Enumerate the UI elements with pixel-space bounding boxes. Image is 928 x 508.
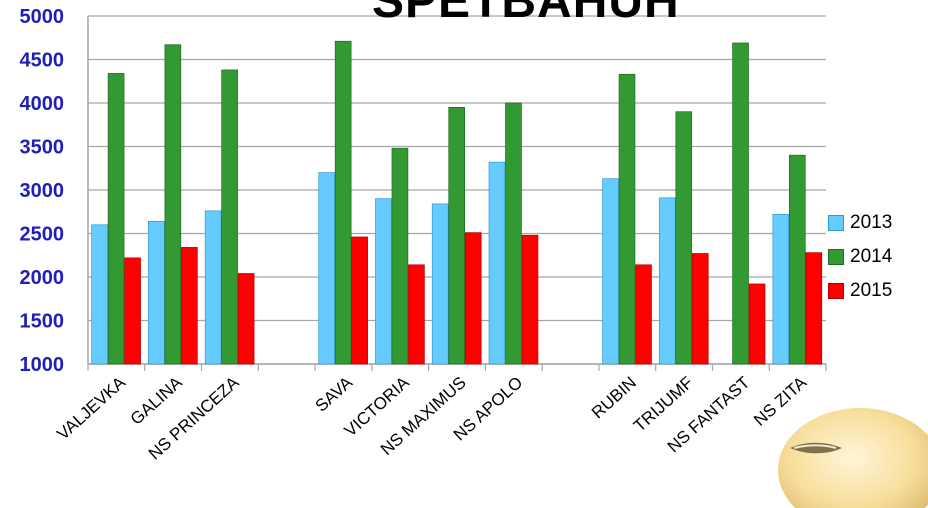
legend-item-2015: 2015: [828, 274, 892, 308]
bar-2014-sava: [334, 40, 352, 365]
bar-2013-ns-princeza: [204, 210, 222, 365]
bar-2013-ns-apolo: [488, 161, 506, 365]
bar-2015-victoria: [408, 264, 425, 365]
y-tick-label: 1000: [20, 354, 65, 376]
bar-2015-sava: [351, 236, 368, 365]
bar-2014-valjevka: [107, 73, 125, 365]
bar-2014-ns-maximus: [448, 106, 465, 365]
bar-2014-galina: [164, 44, 182, 365]
bar-2013-valjevka: [91, 224, 108, 365]
legend-swatch-2015: [828, 283, 844, 299]
legend-label-2015: 2015: [850, 280, 893, 301]
y-tick-label: 4500: [20, 50, 65, 72]
legend-item-2014: 2014: [828, 240, 892, 274]
chart-title: SPETBAHUH: [372, 0, 680, 28]
bar-2015-ns-apolo: [521, 234, 539, 365]
bar-2015-trijumf: [691, 253, 709, 365]
bar-2013-sava: [318, 172, 335, 365]
bar-2013-victoria: [375, 198, 392, 365]
y-tick-label: 4000: [20, 93, 65, 115]
bar-2013-rubin: [602, 178, 619, 365]
legend-swatch-2013: [828, 215, 844, 231]
legend-swatch-2014: [828, 249, 844, 265]
bar-2014-trijumf: [675, 111, 693, 365]
bar-2013-ns-zita: [772, 214, 790, 365]
legend-label-2014: 2014: [850, 246, 893, 267]
bar-2013-galina: [148, 220, 165, 365]
y-tick-label: 1500: [20, 311, 65, 333]
x-tick-label: VALJEVKA: [53, 372, 129, 443]
bar-2015-ns-maximus: [464, 232, 482, 365]
bar-2014-victoria: [391, 147, 409, 365]
bar-2014-ns-princeza: [221, 69, 238, 365]
bar-2014-ns-zita: [789, 154, 806, 365]
bar-2014-ns-apolo: [505, 102, 522, 365]
x-tick-label: RUBIN: [588, 373, 640, 423]
y-tick-label: 5000: [20, 6, 65, 28]
bar-2013-trijumf: [658, 197, 676, 365]
bar-2015-valjevka: [124, 257, 141, 365]
y-tick-label: 3000: [20, 180, 65, 202]
y-tick-label: 2000: [20, 267, 65, 289]
x-tick-label: SAVA: [312, 372, 357, 415]
bar-2015-ns-zita: [805, 252, 823, 365]
bar-2015-galina: [181, 247, 198, 365]
bar-2014-ns-fantast: [732, 42, 749, 365]
legend: 2013 2014 2015: [828, 206, 892, 308]
bar-2015-ns-princeza: [237, 273, 255, 365]
y-tick-label: 2500: [20, 224, 65, 246]
y-tick-label: 3500: [20, 137, 65, 159]
bar-2014-rubin: [618, 73, 636, 365]
soybean-seed-icon: [778, 408, 928, 508]
legend-item-2013: 2013: [828, 206, 892, 240]
legend-label-2013: 2013: [850, 212, 893, 233]
bar-2015-ns-fantast: [748, 283, 766, 365]
bar-2013-ns-maximus: [431, 203, 449, 365]
bar-2015-rubin: [635, 264, 652, 365]
